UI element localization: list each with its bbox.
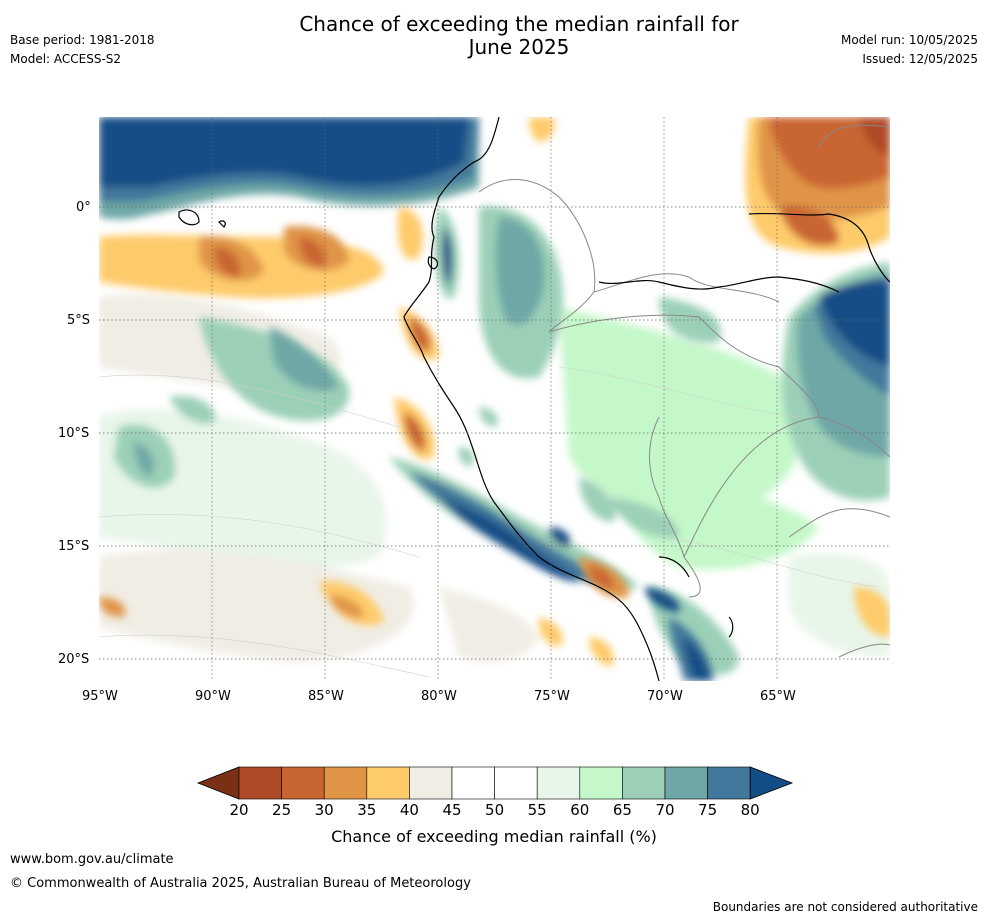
colorbar-swatch-4	[409, 766, 453, 800]
colorbar-tick-35: 35	[357, 801, 377, 819]
website-link[interactable]: www.bom.gov.au/climate	[10, 852, 174, 867]
colorbar-swatch-0	[238, 766, 282, 800]
colorbar-swatch-5	[451, 766, 495, 800]
colorbar-swatch-over	[749, 766, 794, 800]
colorbar-swatch-11	[707, 766, 751, 800]
colorbar-tick-55: 55	[527, 801, 547, 819]
colorbar-swatch-10	[664, 766, 708, 800]
lat-label-10s: 10°S	[58, 426, 90, 441]
model-text: Model: ACCESS-S2	[10, 52, 122, 66]
issued-text: Issued: 12/05/2025	[862, 52, 978, 66]
colorbar-tick-40: 40	[399, 801, 419, 819]
title-line-2: June 2025	[468, 35, 570, 59]
rainfall-map	[99, 117, 890, 681]
disclaimer-text: Boundaries are not considered authoritat…	[712, 900, 978, 914]
colorbar	[196, 766, 794, 800]
colorbar-swatch-6	[494, 766, 538, 800]
colorbar-tick-30: 30	[314, 801, 334, 819]
colorbar-swatch-1	[281, 766, 325, 800]
lat-label-5s: 5°S	[67, 313, 91, 328]
colorbar-tick-25: 25	[272, 801, 292, 819]
base-period-text: Base period: 1981-2018	[10, 33, 155, 47]
lon-label-80w: 80°W	[421, 689, 457, 704]
colorbar-swatch-8	[579, 766, 623, 800]
lon-label-90w: 90°W	[195, 689, 231, 704]
colorbar-tick-70: 70	[655, 801, 675, 819]
colorbar-tick-45: 45	[442, 801, 462, 819]
colorbar-swatch-under	[196, 766, 240, 800]
colorbar-tick-75: 75	[698, 801, 718, 819]
lat-label-0: 0°	[76, 200, 91, 215]
colorbar-label: Chance of exceeding median rainfall (%)	[331, 827, 657, 846]
colorbar-tick-65: 65	[612, 801, 632, 819]
colorbar-tick-50: 50	[485, 801, 505, 819]
lon-label-65w: 65°W	[760, 689, 796, 704]
model-run-text: Model run: 10/05/2025	[840, 33, 978, 47]
colorbar-tick-20: 20	[229, 801, 249, 819]
colorbar-tick-80: 80	[740, 801, 760, 819]
lon-label-85w: 85°W	[308, 689, 344, 704]
lat-label-20s: 20°S	[58, 652, 90, 667]
lon-label-70w: 70°W	[647, 689, 683, 704]
colorbar-swatch-7	[536, 766, 581, 800]
lat-label-15s: 15°S	[58, 539, 90, 554]
coastline	[178, 117, 890, 681]
colorbar-tick-60: 60	[570, 801, 590, 819]
probability-contours	[99, 294, 890, 662]
title-line-1: Chance of exceeding the median rainfall …	[299, 12, 739, 36]
lon-label-95w: 95°W	[82, 689, 118, 704]
map-title: Chance of exceeding the median rainfall …	[219, 13, 819, 59]
copyright-text: © Commonwealth of Australia 2025, Austra…	[10, 876, 471, 891]
colorbar-swatch-9	[622, 766, 666, 800]
lon-label-75w: 75°W	[534, 689, 570, 704]
colorbar-swatch-3	[366, 766, 410, 800]
colorbar-swatch-2	[323, 766, 368, 800]
